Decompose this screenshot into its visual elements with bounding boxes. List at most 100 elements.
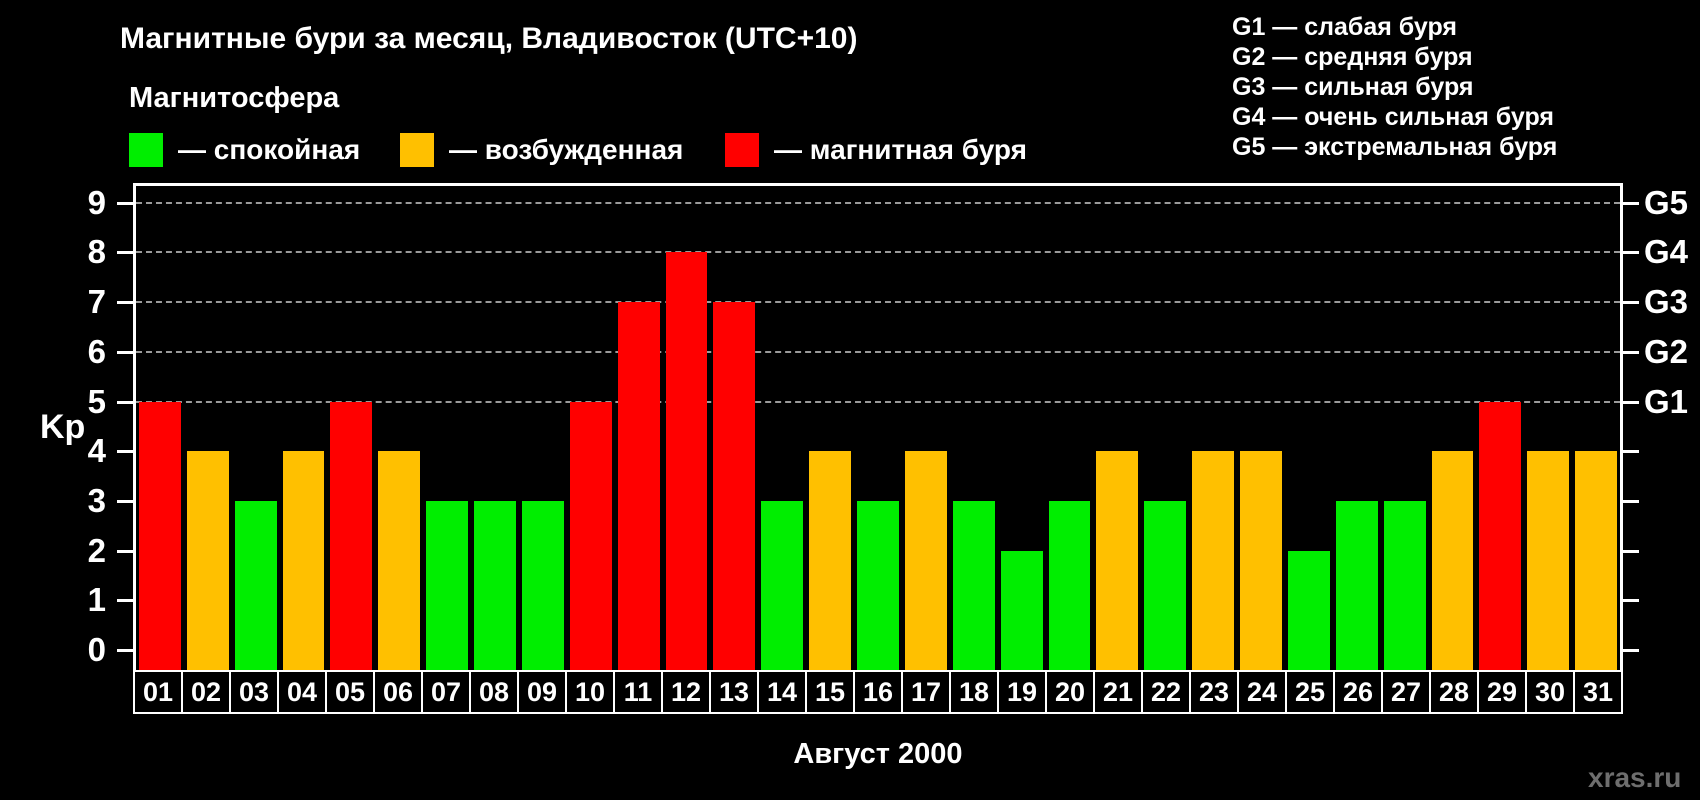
day-cell-19: 19: [997, 672, 1045, 712]
legend-label-excited: — возбужденная: [449, 134, 684, 165]
bar-day-17: [904, 451, 947, 670]
axis-left-line: [133, 183, 136, 670]
day-cell-23: 23: [1189, 672, 1237, 712]
bar-day-26: [1335, 500, 1378, 670]
bar-day-08: [474, 500, 516, 670]
y-axis-tick-label-9: 9: [87, 183, 106, 221]
y-axis-kp-label: Kp: [40, 408, 86, 446]
tick-left-kp-7: [117, 301, 133, 305]
bar-day-04: [282, 451, 325, 670]
day-cell-20: 20: [1045, 672, 1093, 712]
day-cell-18: 18: [949, 672, 997, 712]
bar-day-28: [1431, 451, 1474, 670]
bar-day-03: [234, 500, 277, 670]
day-cell-11: 11: [613, 672, 661, 712]
bar-day-10: [569, 401, 612, 670]
day-cell-09: 09: [517, 672, 565, 712]
y-axis-tick-label-1: 1: [87, 581, 106, 619]
tick-right-kp-6: [1623, 350, 1639, 354]
bar-day-12: [665, 252, 708, 670]
legend-item-excited: — возбужденная: [400, 132, 683, 168]
bar-day-27: [1383, 500, 1426, 670]
bar-day-11: [617, 302, 660, 670]
legend-item-quiet: — спокойная: [129, 132, 360, 168]
tick-right-kp-1: [1623, 599, 1639, 603]
day-cell-08: 08: [469, 672, 517, 712]
tick-right-kp-9: [1623, 201, 1639, 205]
bar-day-09: [521, 500, 564, 670]
bar-day-01: [139, 401, 181, 670]
day-cell-25: 25: [1285, 672, 1333, 712]
bar-day-21: [1096, 451, 1139, 670]
bar-day-31: [1575, 451, 1617, 670]
y-axis-tick-label-0: 0: [87, 631, 106, 668]
day-cell-26: 26: [1333, 672, 1381, 712]
g-scale-line-3: G3 — сильная буря: [1232, 73, 1474, 101]
quiet-swatch-icon: [129, 133, 163, 167]
g-level-label-G5: G5: [1644, 183, 1689, 221]
day-cell-04: 04: [277, 672, 325, 712]
y-axis-tick-label-6: 6: [87, 332, 106, 370]
day-cell-15: 15: [805, 672, 853, 712]
day-cell-02: 02: [181, 672, 229, 712]
bar-day-14: [761, 500, 804, 670]
day-cell-30: 30: [1525, 672, 1573, 712]
tick-right-kp-7: [1623, 301, 1639, 305]
y-axis-tick-label-2: 2: [87, 531, 106, 569]
day-axis-row: 01 02 03 04 05 06 07 08 09 10 11 12 13 14 15 16 17 18 19 20…: [133, 670, 1623, 714]
bar-day-18: [952, 500, 995, 670]
day-cell-10: 10: [565, 672, 613, 712]
legend-label-storm: — магнитная буря: [774, 134, 1027, 165]
plot-area: 0 1 2 3 4 5 6 7 8 9 G1 G2 G3 G4 G5: [88, 183, 1688, 670]
day-cell-31: 31: [1573, 672, 1621, 712]
day-cell-28: 28: [1429, 672, 1477, 712]
y-axis-tick-label-5: 5: [87, 382, 106, 420]
g-level-label-G4: G4: [1644, 233, 1689, 271]
tick-left-kp-8: [117, 251, 133, 255]
tick-left-kp-2: [117, 549, 133, 553]
tick-right-kp-5: [1623, 400, 1639, 404]
bar-day-15: [809, 451, 852, 670]
tick-left-kp-6: [117, 350, 133, 354]
month-label: Август 2000: [793, 738, 963, 770]
day-cell-24: 24: [1237, 672, 1285, 712]
tick-right-kp-4: [1623, 450, 1639, 454]
bar-day-23: [1192, 451, 1235, 670]
y-axis-tick-label-3: 3: [87, 481, 106, 519]
y-axis-tick-label-7: 7: [87, 283, 106, 321]
day-cell-21: 21: [1093, 672, 1141, 712]
day-cell-14: 14: [757, 672, 805, 712]
day-cell-22: 22: [1141, 672, 1189, 712]
bar-day-05: [330, 401, 373, 670]
axis-top-line: [133, 183, 1623, 186]
tick-right-kp-8: [1623, 251, 1639, 255]
storm-swatch-icon: [725, 133, 759, 167]
tick-left-kp-1: [117, 599, 133, 603]
g-scale-line-5: G5 — экстремальная буря: [1232, 133, 1558, 161]
bar-day-13: [713, 302, 756, 670]
day-cell-05: 05: [325, 672, 373, 712]
g-level-label-G2: G2: [1644, 332, 1689, 370]
gridline-kp-9: [136, 201, 1620, 204]
legend-label-quiet: — спокойная: [178, 134, 361, 165]
bar-day-30: [1527, 451, 1570, 670]
tick-left-kp-5: [117, 400, 133, 404]
day-cell-06: 06: [373, 672, 421, 712]
day-cell-13: 13: [709, 672, 757, 712]
day-cell-12: 12: [661, 672, 709, 712]
bar-day-22: [1144, 500, 1187, 670]
axis-right-line: [1620, 183, 1623, 670]
y-axis-tick-label-4: 4: [87, 432, 106, 470]
g-scale-line-2: G2 — средняя буря: [1232, 43, 1473, 71]
gridline-kp-8: [136, 251, 1620, 254]
bar-day-02: [186, 451, 229, 670]
g-scale-line-1: G1 — слабая буря: [1232, 13, 1458, 41]
magnetosphere-legend: — спокойная — возбужденная — магнитная бур…: [129, 132, 1079, 170]
gridline-kp-5: [136, 400, 1620, 403]
day-cell-07: 07: [421, 672, 469, 712]
day-cell-17: 17: [901, 672, 949, 712]
gridline-kp-7: [136, 301, 1620, 304]
tick-right-kp-3: [1623, 499, 1639, 503]
g-scale-line-4: G4 — очень сильная буря: [1232, 103, 1554, 131]
